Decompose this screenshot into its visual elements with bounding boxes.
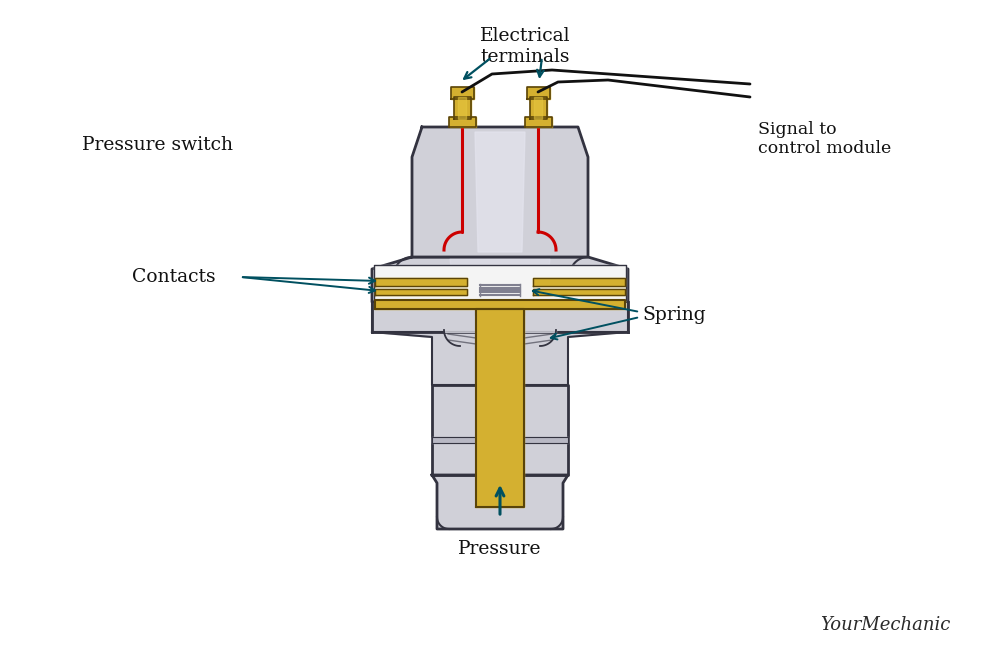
Text: Signal to
control module: Signal to control module <box>758 121 891 157</box>
Polygon shape <box>530 97 546 119</box>
Text: Electrical
terminals: Electrical terminals <box>480 27 570 66</box>
Polygon shape <box>372 302 476 332</box>
Polygon shape <box>375 300 625 309</box>
Polygon shape <box>412 127 588 257</box>
Polygon shape <box>449 117 476 127</box>
Polygon shape <box>375 277 467 286</box>
Polygon shape <box>432 475 568 529</box>
Polygon shape <box>458 97 466 119</box>
Polygon shape <box>533 277 625 286</box>
Text: Pressure switch: Pressure switch <box>82 136 233 154</box>
Polygon shape <box>372 332 476 385</box>
Polygon shape <box>476 309 524 507</box>
Text: Spring: Spring <box>642 306 706 324</box>
Polygon shape <box>375 289 467 295</box>
Polygon shape <box>450 259 550 297</box>
Polygon shape <box>475 132 525 252</box>
Polygon shape <box>534 97 542 119</box>
Text: Contacts: Contacts <box>132 268 216 286</box>
Polygon shape <box>524 437 568 443</box>
Polygon shape <box>374 265 626 300</box>
Polygon shape <box>526 87 550 99</box>
Polygon shape <box>524 302 628 332</box>
Text: Pressure: Pressure <box>458 540 542 558</box>
Polygon shape <box>533 289 625 295</box>
Polygon shape <box>372 257 628 302</box>
Polygon shape <box>432 437 476 443</box>
Polygon shape <box>432 385 568 475</box>
Polygon shape <box>524 332 628 385</box>
Polygon shape <box>450 87 474 99</box>
Polygon shape <box>482 390 518 470</box>
Text: YourMechanic: YourMechanic <box>820 616 950 634</box>
Polygon shape <box>454 97 471 119</box>
Polygon shape <box>524 117 552 127</box>
